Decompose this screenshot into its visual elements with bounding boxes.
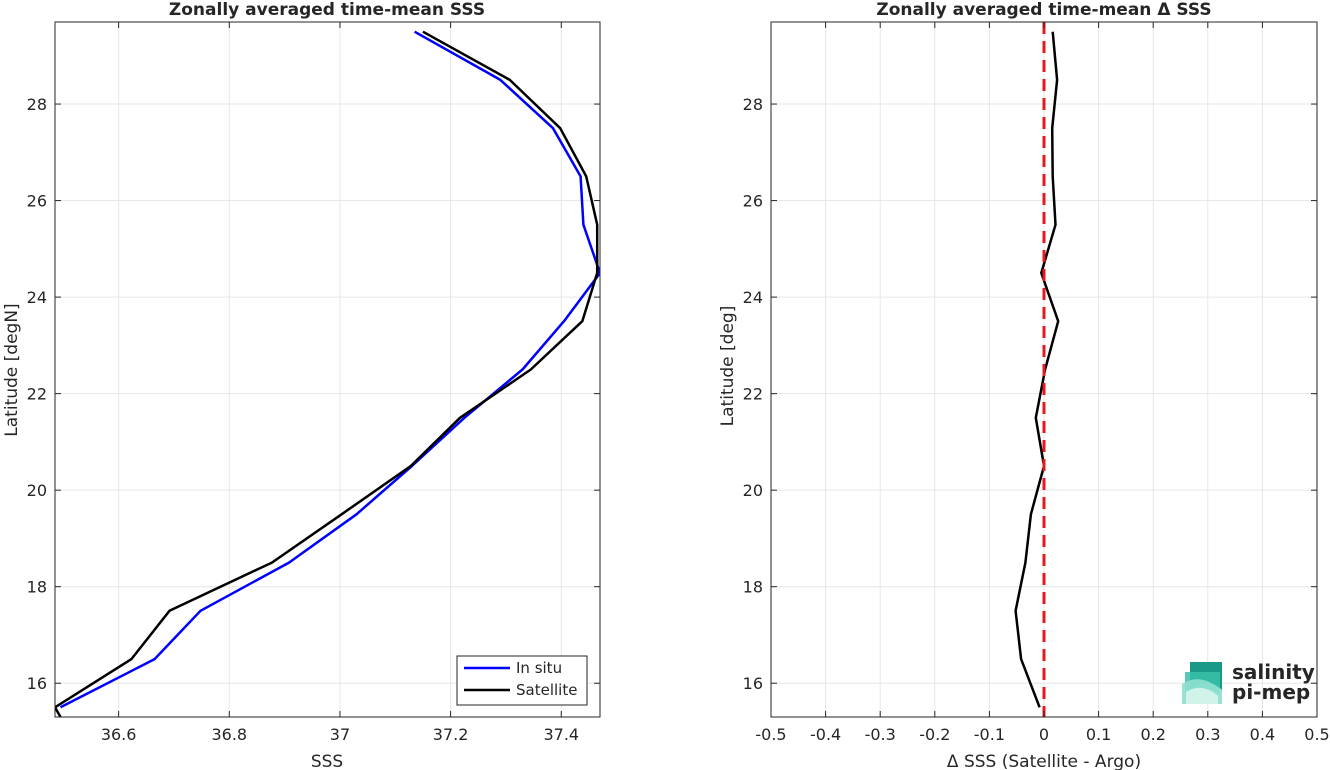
sss-y-tick-label: 20 — [27, 481, 47, 500]
sss-y-axis-label: Latitude [degN] — [2, 303, 22, 436]
sss-x-tick-label: 37.2 — [433, 725, 469, 744]
sss-plot-area — [55, 22, 600, 717]
sss-series-lines — [55, 30, 600, 717]
logo-text-pi-mep: pi-mep — [1232, 680, 1310, 704]
sss-x-tick-label: 36.6 — [101, 725, 137, 744]
delta-y-tick-label: 26 — [743, 192, 763, 211]
sss-x-axis-label: SSS — [311, 752, 343, 770]
delta-chart-title: Zonally averaged time-mean Δ SSS — [876, 0, 1211, 20]
delta-x-tick-label: -0.4 — [810, 725, 841, 744]
delta-series-lines — [1014, 22, 1060, 717]
sss-x-tick-label: 37.4 — [543, 725, 579, 744]
salinity-pi-mep-logo: salinity pi-mep — [1182, 660, 1315, 704]
delta-ticks: -0.5 -0.4 -0.3 -0.2 -0.1 0 0.1 0.2 0.3 0.4 0.5 16 18… — [743, 22, 1330, 744]
delta-x-tick-label: 0.2 — [1140, 725, 1165, 744]
sss-series-line-satellite — [55, 30, 599, 717]
delta-x-tick-label: -0.1 — [974, 725, 1005, 744]
delta-x-tick-label: 0.5 — [1304, 725, 1329, 744]
sss-y-tick-label: 16 — [27, 674, 47, 693]
sss-y-tick-label: 28 — [27, 95, 47, 114]
delta-y-tick-label: 16 — [743, 674, 763, 693]
delta-x-tick-label: 0.4 — [1250, 725, 1275, 744]
delta-x-tick-label: 0.1 — [1086, 725, 1111, 744]
sss-legend: In situ Satellite — [456, 655, 588, 706]
legend-box — [456, 655, 588, 706]
delta-y-tick-label: 28 — [743, 95, 763, 114]
delta-x-tick-label: -0.3 — [865, 725, 896, 744]
delta-sss-panel: -0.5 -0.4 -0.3 -0.2 -0.1 0 0.1 0.2 0.3 0.4 0.5 16 18… — [718, 0, 1330, 770]
delta-y-tick-label: 22 — [743, 385, 763, 404]
sss-y-tick-label: 26 — [27, 192, 47, 211]
legend-label-in-situ: In situ — [516, 659, 562, 677]
delta-x-tick-label: 0.3 — [1195, 725, 1220, 744]
sss-series-line-in-situ — [59, 30, 600, 709]
sss-profile-panel: 36.6 36.8 37 37.2 37.4 16 18 20 22 24 26 28 Zonally… — [2, 0, 601, 770]
delta-x-tick-label: 0 — [1039, 725, 1049, 744]
sss-ticks: 36.6 36.8 37 37.2 37.4 16 18 20 22 24 26 28 — [27, 22, 600, 744]
delta-x-tick-label: -0.5 — [755, 725, 786, 744]
sss-chart-title: Zonally averaged time-mean SSS — [169, 0, 485, 20]
wave-logo-icon — [1182, 662, 1222, 704]
sss-x-tick-label: 36.8 — [211, 725, 247, 744]
delta-y-axis-label: Latitude [deg] — [718, 306, 738, 427]
sss-axes-box — [54, 21, 601, 718]
delta-y-tick-label: 18 — [743, 578, 763, 597]
sss-gridlines — [55, 22, 600, 717]
delta-y-tick-label: 24 — [743, 288, 763, 307]
sss-y-tick-label: 22 — [27, 385, 47, 404]
sss-y-tick-label: 24 — [27, 288, 47, 307]
delta-x-tick-label: -0.2 — [919, 725, 950, 744]
logo-text-salinity: salinity — [1232, 660, 1315, 684]
sss-x-tick-label: 37 — [330, 725, 350, 744]
legend-label-satellite: Satellite — [516, 681, 577, 699]
delta-y-tick-label: 20 — [743, 481, 763, 500]
delta-x-axis-label: Δ SSS (Satellite - Argo) — [947, 752, 1141, 770]
sss-y-tick-label: 18 — [27, 578, 47, 597]
